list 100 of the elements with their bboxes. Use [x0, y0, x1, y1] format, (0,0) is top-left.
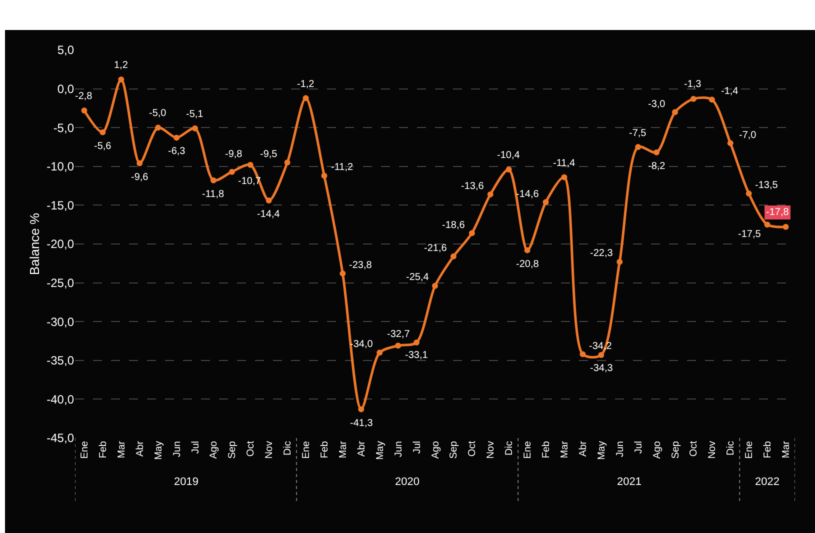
- data-label: -34,3: [590, 363, 614, 374]
- data-label: -25,4: [406, 272, 430, 283]
- y-tick-label: 0,0: [57, 82, 74, 96]
- data-label: -13,5: [755, 180, 778, 191]
- point: [506, 166, 512, 172]
- data-label: -22,3: [590, 248, 614, 259]
- data-label: -14,4: [257, 209, 280, 220]
- y-tick-label: -45,0: [46, 431, 74, 446]
- data-label: -7,5: [629, 128, 647, 139]
- point: [561, 174, 568, 180]
- text: 2019: [174, 476, 198, 488]
- point: [358, 406, 364, 412]
- x-tick-label: Mar: [781, 440, 792, 458]
- data-label: -11,4: [553, 158, 576, 169]
- x-tick-label: Abr: [134, 440, 146, 457]
- data-label: -1,3: [684, 79, 702, 90]
- point: [782, 224, 789, 230]
- x-tick-label: Mar: [338, 440, 349, 458]
- data-label: -17,5: [738, 229, 762, 240]
- x-tick-label: Dic: [726, 441, 737, 456]
- point: [727, 140, 734, 146]
- y-axis-title: Balance %: [27, 212, 42, 276]
- x-tick-label: Feb: [541, 440, 552, 458]
- y-tick-label: 5,0: [57, 43, 74, 58]
- data-label: -11,2: [331, 162, 354, 173]
- x-tick-label: Oct: [688, 440, 700, 457]
- x-tick-label: May: [374, 441, 386, 460]
- point: [100, 129, 106, 136]
- data-label: 1,2: [114, 60, 128, 71]
- data-label: -20,8: [516, 259, 540, 270]
- point: [247, 162, 254, 168]
- x-tick-label: Jul: [412, 441, 423, 454]
- x-tick-label: Nov: [486, 441, 497, 459]
- point: [321, 172, 328, 179]
- point: [136, 160, 143, 166]
- point: [340, 270, 346, 276]
- data-label: -3,0: [648, 99, 666, 110]
- x-tick-label: Feb: [762, 440, 774, 458]
- point: [192, 125, 198, 132]
- x-tick-label: Mar: [559, 440, 570, 458]
- point: [635, 144, 642, 150]
- data-label: -17,8: [766, 207, 790, 218]
- x-tick-label: Abr: [356, 440, 368, 457]
- x-tick-label: Mar: [116, 440, 128, 458]
- x-tick-label: Jul: [190, 441, 202, 454]
- point: [616, 258, 623, 265]
- y-tick-label: -40,0: [46, 392, 74, 406]
- point: [450, 253, 456, 260]
- data-label: -8,2: [648, 161, 666, 172]
- point: [764, 222, 770, 228]
- point: [155, 124, 162, 131]
- y-tick-label: -35,0: [46, 354, 74, 368]
- point: [746, 190, 752, 197]
- x-tick-label: Jul: [633, 441, 644, 454]
- data-label: -1,2: [297, 79, 315, 90]
- x-tick-label: Nov: [707, 441, 718, 459]
- point: [395, 342, 402, 349]
- x-tick-label: Ene: [522, 440, 534, 459]
- point: [174, 134, 180, 141]
- x-tick-label: Ene: [79, 440, 90, 459]
- y-tick-label: -30,0: [46, 314, 74, 329]
- x-tick-label: Feb: [319, 440, 330, 458]
- point: [542, 199, 549, 206]
- x-tick-label: Ago: [208, 440, 220, 459]
- x-tick-label: Ene: [744, 440, 756, 459]
- data-label: -41,3: [350, 418, 374, 429]
- text: 2021: [617, 476, 642, 488]
- data-label: -13,6: [461, 181, 484, 192]
- x-tick-label: Sep: [227, 440, 238, 459]
- y-tick-label: -20,0: [46, 237, 74, 252]
- text: 2022: [755, 476, 780, 488]
- data-label: -32,7: [387, 329, 410, 340]
- point: [432, 282, 438, 289]
- point: [580, 351, 586, 358]
- point: [672, 109, 678, 116]
- data-label: -9,8: [225, 149, 243, 160]
- x-tick-label: Nov: [264, 441, 276, 459]
- data-label: -11,8: [202, 189, 224, 200]
- x-tick-label: Dic: [282, 441, 294, 456]
- point: [598, 352, 604, 358]
- point: [81, 108, 88, 114]
- point: [210, 177, 216, 184]
- point: [266, 198, 272, 204]
- x-tick-label: Ago: [430, 440, 442, 459]
- y-tick-label: -25,0: [46, 276, 74, 290]
- point: [654, 149, 660, 156]
- point: [524, 247, 530, 254]
- x-tick-label: Oct: [467, 440, 478, 457]
- data-label: -2,8: [75, 91, 93, 102]
- x-tick-label: Sep: [670, 440, 682, 459]
- x-tick-label: Ene: [301, 440, 312, 459]
- data-label: -5,0: [149, 108, 167, 119]
- point: [690, 96, 696, 102]
- x-tick-label: Sep: [448, 440, 460, 459]
- data-label: -18,6: [442, 220, 466, 231]
- y-tick-label: -10,0: [46, 160, 74, 174]
- text: 2020: [395, 476, 420, 488]
- x-tick-label: Jun: [172, 441, 183, 458]
- x-tick-label: Jun: [393, 441, 404, 458]
- data-label: -5,1: [186, 109, 204, 120]
